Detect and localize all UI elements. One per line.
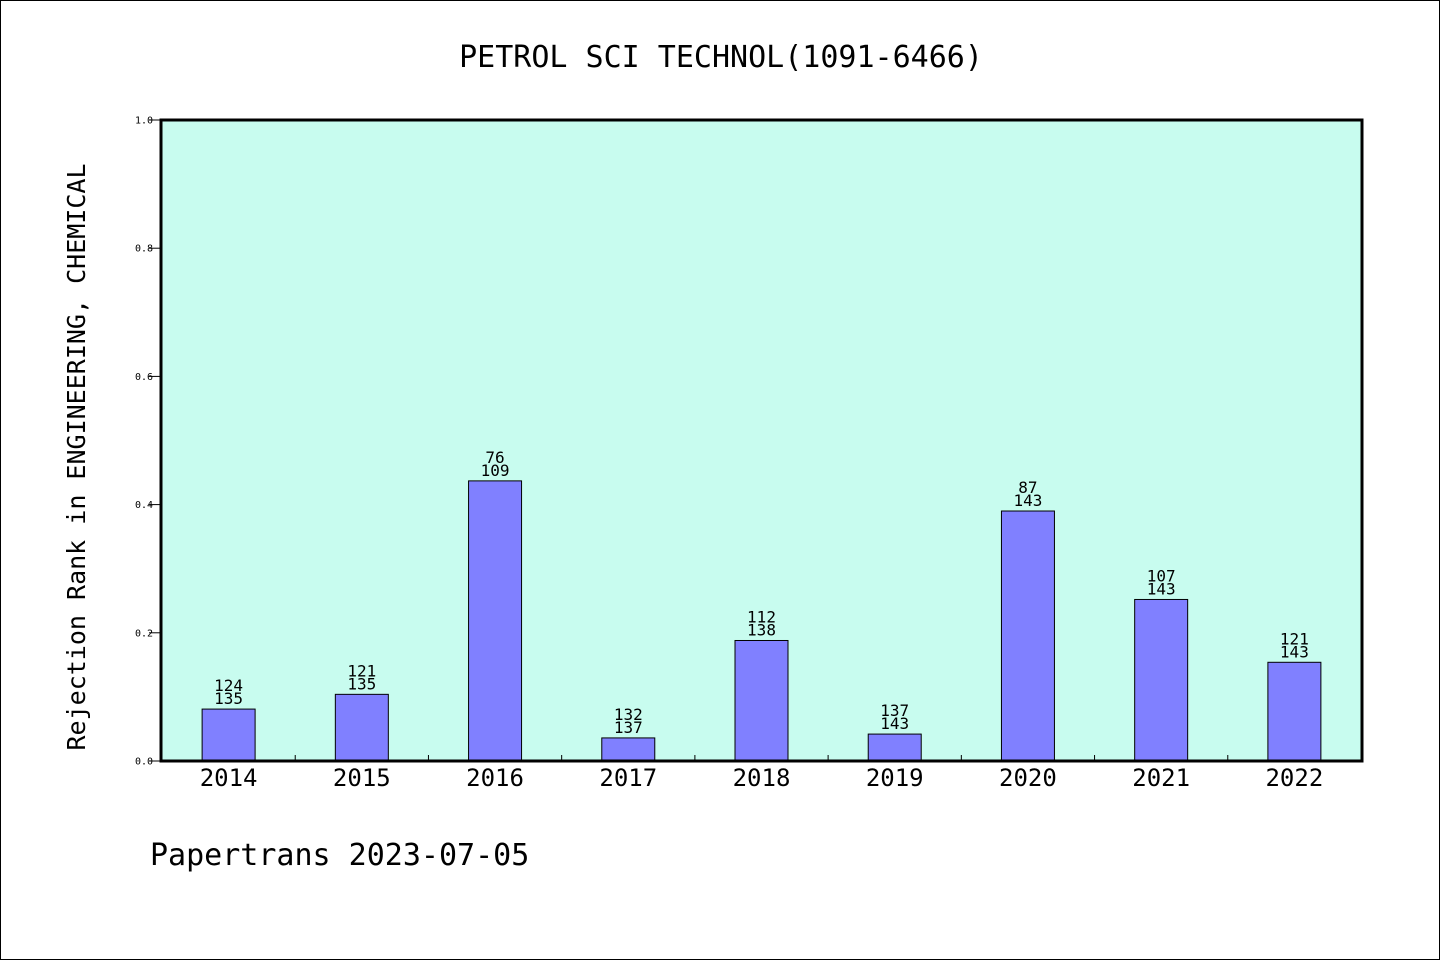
x-tick-label: 2020 (999, 764, 1057, 792)
data-label-upper: 124 (214, 676, 243, 695)
data-label-lower: 143 (1147, 579, 1176, 598)
x-ticks-layer: 2014 2015 2016 2017 2018 2019 2020 2021 2022 (200, 755, 1323, 792)
bar-2020 (1000, 510, 1055, 762)
data-label-lower: 143 (1280, 642, 1309, 661)
data-label-lower: 137 (614, 718, 643, 737)
data-label-upper: 121 (1280, 629, 1309, 648)
data-label-lower: 109 (481, 461, 510, 480)
bar-2022 (1267, 661, 1322, 762)
data-label-lower: 143 (1013, 491, 1042, 510)
data-label-lower: 138 (747, 620, 776, 639)
x-tick-label: 2017 (599, 764, 657, 792)
data-label-upper: 132 (614, 705, 643, 724)
x-tick-label: 2016 (466, 764, 524, 792)
y-tick-label: 0.4 (135, 500, 153, 511)
bar-2018 (734, 639, 789, 762)
chart-title: PETROL SCI TECHNOL(1091-6466) (459, 40, 983, 75)
x-tick-label: 2014 (200, 764, 258, 792)
bar-2016 (468, 480, 523, 762)
y-tick-label: 0.8 (135, 244, 153, 255)
y-tick-label: 0.6 (135, 372, 153, 383)
data-label-upper: 76 (485, 448, 504, 467)
footer-watermark: Papertrans 2023-07-05 (150, 838, 529, 873)
data-label-upper: 121 (347, 661, 376, 680)
y-axis-label: Rejection Rank in ENGINEERING, CHEMICAL (62, 164, 91, 751)
data-label-lower: 143 (880, 714, 909, 733)
bar-2019 (867, 733, 922, 762)
data-labels-layer: 1241351211357610913213711213813714387143… (214, 448, 1309, 737)
bars-layer (201, 480, 1322, 762)
x-tick-label: 2021 (1132, 764, 1190, 792)
data-label-upper: 107 (1147, 566, 1176, 585)
plot-frame (159, 118, 1364, 763)
bar-2014 (201, 708, 256, 762)
y-tick-label: 1.0 (135, 116, 153, 127)
bar-2015 (334, 693, 389, 762)
data-label-lower: 135 (347, 674, 376, 693)
y-tick-label: 0.0 (135, 757, 153, 768)
x-tick-label: 2018 (733, 764, 791, 792)
y-ticks-layer: 0.0 0.2 0.4 0.6 0.8 1.0 (135, 116, 161, 768)
x-tick-label: 2015 (333, 764, 391, 792)
x-tick-label: 2019 (866, 764, 924, 792)
data-label-upper: 87 (1018, 478, 1037, 497)
data-label-upper: 137 (880, 701, 909, 720)
x-tick-label: 2022 (1265, 764, 1323, 792)
data-label-upper: 112 (747, 607, 776, 626)
bar-2021 (1134, 598, 1189, 762)
bar-2017 (601, 737, 656, 762)
y-tick-label: 0.2 (135, 628, 153, 639)
data-label-lower: 135 (214, 689, 243, 708)
